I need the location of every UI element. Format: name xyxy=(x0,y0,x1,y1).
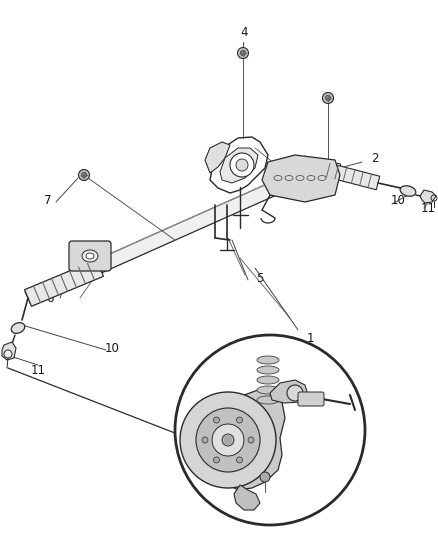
Ellipse shape xyxy=(240,51,246,55)
Circle shape xyxy=(287,385,303,401)
Polygon shape xyxy=(25,161,323,304)
Text: 9: 9 xyxy=(336,462,344,474)
Ellipse shape xyxy=(257,356,279,364)
Text: 3: 3 xyxy=(334,161,342,174)
Ellipse shape xyxy=(11,322,25,333)
Circle shape xyxy=(248,437,254,443)
Polygon shape xyxy=(420,190,436,203)
Text: 7: 7 xyxy=(44,193,52,206)
Text: 8: 8 xyxy=(326,403,334,416)
Text: 6: 6 xyxy=(46,292,54,304)
Text: 10: 10 xyxy=(321,376,336,390)
Ellipse shape xyxy=(257,386,279,394)
Ellipse shape xyxy=(237,47,248,59)
Text: 11: 11 xyxy=(31,364,46,376)
Polygon shape xyxy=(234,485,260,510)
Ellipse shape xyxy=(82,250,98,262)
Text: 11: 11 xyxy=(287,367,303,379)
Circle shape xyxy=(236,159,248,171)
Polygon shape xyxy=(262,155,340,202)
Text: 10: 10 xyxy=(105,342,120,354)
Circle shape xyxy=(175,335,365,525)
FancyBboxPatch shape xyxy=(298,392,324,406)
Text: 1: 1 xyxy=(306,332,314,344)
Circle shape xyxy=(230,153,254,177)
FancyBboxPatch shape xyxy=(69,241,111,271)
Ellipse shape xyxy=(325,95,331,101)
Polygon shape xyxy=(216,390,285,490)
Text: 11: 11 xyxy=(420,201,435,214)
Ellipse shape xyxy=(78,169,89,181)
Ellipse shape xyxy=(257,376,279,384)
Ellipse shape xyxy=(257,366,279,374)
Polygon shape xyxy=(205,142,230,173)
Ellipse shape xyxy=(81,173,86,177)
Circle shape xyxy=(202,437,208,443)
Circle shape xyxy=(213,457,219,463)
Polygon shape xyxy=(25,260,103,306)
Ellipse shape xyxy=(322,93,333,103)
Circle shape xyxy=(222,434,234,446)
Text: 4: 4 xyxy=(240,26,248,38)
Circle shape xyxy=(212,424,244,456)
Circle shape xyxy=(4,350,12,358)
Text: 2: 2 xyxy=(371,151,379,165)
Ellipse shape xyxy=(400,186,416,196)
Text: 10: 10 xyxy=(391,193,406,206)
Circle shape xyxy=(213,417,219,423)
Circle shape xyxy=(196,408,260,472)
Polygon shape xyxy=(2,342,16,360)
Polygon shape xyxy=(220,148,258,183)
Circle shape xyxy=(237,457,243,463)
Polygon shape xyxy=(270,380,308,403)
Ellipse shape xyxy=(257,396,279,404)
Text: 5: 5 xyxy=(256,271,264,285)
Circle shape xyxy=(237,417,243,423)
Ellipse shape xyxy=(86,253,94,259)
Circle shape xyxy=(260,472,270,482)
Polygon shape xyxy=(318,161,380,190)
Circle shape xyxy=(180,392,276,488)
